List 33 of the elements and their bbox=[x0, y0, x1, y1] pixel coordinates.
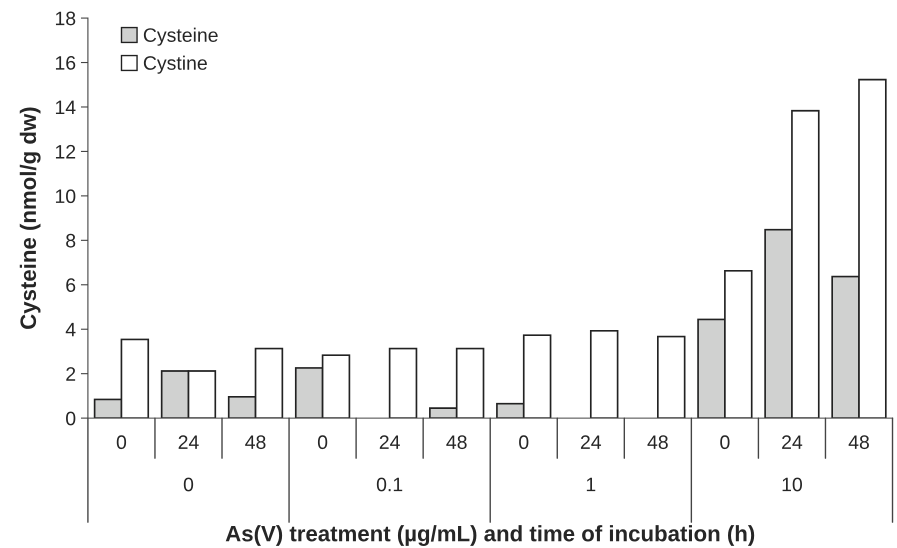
x-tick-label: 48 bbox=[245, 435, 266, 450]
y-tick-label: 4 bbox=[66, 322, 76, 336]
x-tick-label: 24 bbox=[380, 435, 400, 449]
x-tick-label: 0 bbox=[519, 435, 528, 450]
y-tick-label: 6 bbox=[66, 278, 76, 292]
y-axis-title: Cysteine (nmol/g dw) bbox=[20, 107, 41, 329]
y-tick-label: 12 bbox=[56, 144, 76, 158]
x-tick-label: 24 bbox=[178, 435, 199, 449]
x-tick-label: 0 bbox=[720, 435, 730, 450]
x-tick-label: 48 bbox=[848, 435, 869, 450]
y-tick-label: 8 bbox=[66, 234, 76, 248]
x-tick-label: 48 bbox=[647, 435, 668, 450]
bar bbox=[388, 348, 418, 418]
x-tick-label: 24 bbox=[782, 435, 802, 449]
text: 0.1 bbox=[376, 478, 402, 492]
y-tick-label: 18 bbox=[56, 12, 76, 26]
y-tick-label: 10 bbox=[56, 189, 76, 204]
x-tick-label: 24 bbox=[580, 435, 602, 449]
text: 0 bbox=[184, 478, 194, 492]
legend-label: Cystine bbox=[144, 56, 207, 74]
y-tick-label: 14 bbox=[56, 100, 76, 114]
x-tick-label: 0 bbox=[318, 435, 328, 450]
text: 10 bbox=[782, 478, 802, 492]
legend-label: Cysteine bbox=[144, 28, 218, 46]
x-axis-title: As(V) treatment (µg/mL) and time of incubation (h) bbox=[226, 525, 754, 546]
y-tick-label: 2 bbox=[66, 367, 76, 381]
y-tick-label: 0 bbox=[66, 412, 76, 426]
x-tick-label: 0 bbox=[116, 435, 126, 450]
x-tick-label: 48 bbox=[446, 435, 467, 450]
bar bbox=[657, 336, 686, 418]
bar bbox=[590, 330, 618, 418]
text: 1 bbox=[586, 478, 596, 492]
y-tick-label: 16 bbox=[56, 56, 76, 70]
